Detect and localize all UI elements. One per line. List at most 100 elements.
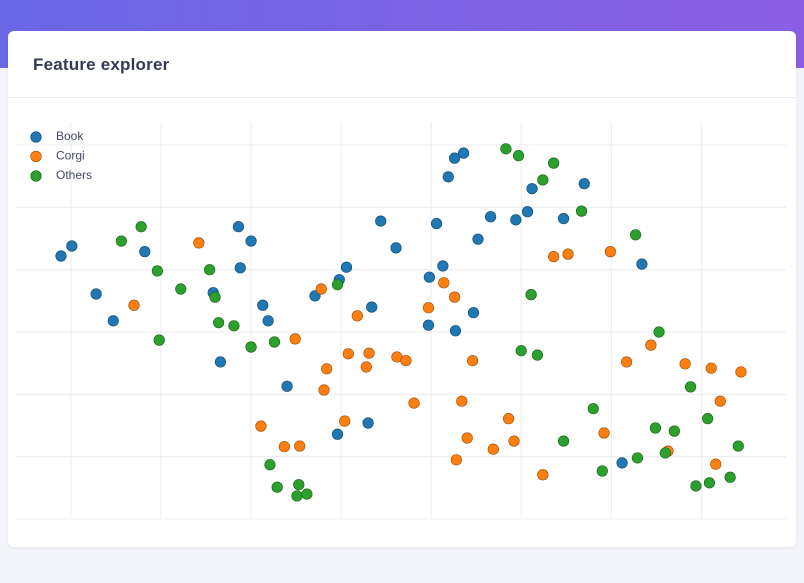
point bbox=[604, 246, 616, 258]
point bbox=[512, 150, 525, 162]
point bbox=[587, 403, 599, 415]
point bbox=[485, 211, 497, 223]
point bbox=[408, 397, 420, 409]
point bbox=[318, 384, 330, 396]
point bbox=[735, 366, 747, 378]
point bbox=[430, 217, 443, 230]
point bbox=[466, 355, 479, 367]
point bbox=[548, 157, 560, 169]
point bbox=[55, 250, 67, 262]
point bbox=[115, 235, 127, 247]
card: Feature explorer bbox=[8, 31, 796, 547]
point bbox=[291, 490, 303, 502]
point bbox=[467, 307, 480, 319]
point bbox=[234, 262, 246, 274]
point bbox=[351, 310, 363, 322]
point bbox=[301, 488, 313, 500]
point bbox=[278, 441, 290, 453]
point bbox=[422, 319, 435, 331]
point bbox=[448, 152, 461, 164]
point bbox=[487, 443, 499, 455]
point bbox=[630, 229, 642, 241]
point bbox=[362, 417, 374, 429]
point bbox=[515, 345, 527, 357]
point bbox=[472, 233, 484, 245]
point bbox=[153, 334, 165, 346]
point bbox=[363, 347, 375, 359]
point bbox=[526, 183, 538, 195]
point bbox=[461, 432, 473, 444]
point bbox=[616, 457, 628, 469]
point bbox=[702, 413, 714, 425]
point bbox=[649, 422, 662, 434]
point bbox=[703, 477, 716, 489]
point bbox=[139, 246, 151, 258]
point bbox=[724, 471, 736, 483]
point bbox=[448, 291, 461, 303]
chart-title: Feature explorer bbox=[33, 55, 170, 74]
point bbox=[653, 326, 665, 338]
point bbox=[321, 363, 333, 375]
point bbox=[684, 381, 697, 393]
point bbox=[271, 481, 283, 493]
point bbox=[90, 288, 102, 300]
point bbox=[548, 251, 560, 263]
point bbox=[135, 221, 147, 233]
point bbox=[245, 341, 257, 353]
point bbox=[705, 362, 717, 374]
point bbox=[557, 435, 570, 447]
point bbox=[631, 452, 644, 464]
point bbox=[375, 215, 387, 227]
point bbox=[422, 302, 435, 314]
card-header bbox=[8, 31, 796, 98]
point bbox=[732, 440, 744, 452]
point bbox=[537, 174, 549, 186]
point bbox=[264, 459, 276, 471]
point bbox=[521, 206, 534, 218]
point bbox=[289, 333, 301, 345]
point bbox=[598, 427, 610, 439]
point bbox=[438, 277, 450, 289]
point bbox=[366, 301, 378, 313]
point bbox=[450, 454, 462, 466]
point bbox=[500, 143, 512, 155]
point bbox=[562, 248, 574, 260]
point bbox=[360, 361, 372, 373]
point bbox=[66, 240, 78, 252]
legend-marker bbox=[30, 170, 42, 182]
point bbox=[151, 265, 163, 277]
point bbox=[294, 440, 306, 452]
point bbox=[257, 299, 269, 311]
point bbox=[128, 299, 140, 311]
point bbox=[107, 315, 119, 327]
point bbox=[437, 260, 449, 272]
point bbox=[636, 258, 648, 270]
point bbox=[262, 315, 274, 327]
point bbox=[449, 325, 462, 337]
point bbox=[209, 291, 221, 303]
point bbox=[245, 235, 257, 247]
point bbox=[596, 465, 608, 477]
point bbox=[537, 469, 549, 481]
point bbox=[315, 283, 327, 295]
legend-label: Others bbox=[56, 168, 92, 182]
point bbox=[457, 147, 470, 159]
legend-marker bbox=[30, 150, 42, 163]
point bbox=[232, 221, 245, 233]
point bbox=[423, 271, 435, 283]
point bbox=[620, 356, 633, 368]
point bbox=[340, 261, 353, 273]
point bbox=[255, 420, 267, 432]
point bbox=[390, 242, 402, 254]
point bbox=[204, 264, 216, 276]
legend-marker bbox=[30, 131, 42, 143]
legend-label: Book bbox=[56, 129, 84, 143]
point bbox=[690, 480, 702, 492]
point bbox=[508, 435, 520, 447]
point bbox=[668, 425, 680, 437]
point bbox=[228, 320, 240, 332]
point bbox=[710, 458, 722, 470]
point bbox=[578, 178, 590, 190]
point bbox=[281, 380, 293, 392]
point bbox=[714, 395, 726, 407]
